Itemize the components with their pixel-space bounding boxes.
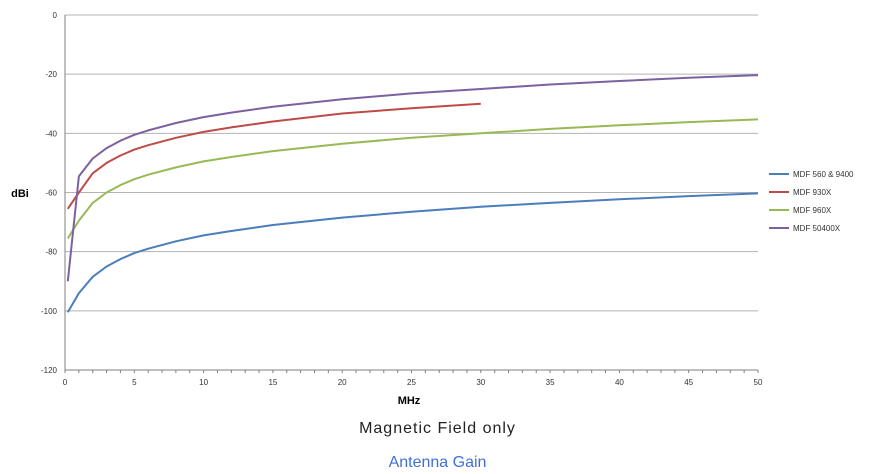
series-line-1 [66,102,481,210]
y-tick-label: -80 [45,248,57,257]
chart: 0 -20 -40 -60 -80 -100 -120 0 5 10 15 20 25 30 35 40 45 5… [11,11,854,407]
y-tick-label: -120 [41,366,58,375]
y-tick-label: -20 [45,70,57,79]
tick-labels: 0 -20 -40 -60 -80 -100 -120 0 5 10 15 20 25 30 35 40 45 5… [41,11,763,387]
x-tick-label: 45 [684,378,693,387]
axes [64,15,759,373]
caption-title: Magnetic Field only [359,420,516,437]
x-tick-label: 5 [132,378,137,387]
x-tick-label: 30 [476,378,485,387]
x-axis-title: MHz [398,395,421,407]
x-tick-label: 25 [407,378,416,387]
legend-label: MDF 50400X [793,224,841,233]
x-tick-label: 10 [199,378,208,387]
legend: MDF 560 & 9400 MDF 930X MDF 960X MDF 50400X [769,170,854,233]
x-tick-label: 50 [754,378,763,387]
y-tick-label: -60 [45,189,57,198]
series-line-0 [66,192,759,313]
y-axis-title: dBi [11,188,29,200]
y-tick-label: -40 [45,129,57,138]
legend-label: MDF 960X [793,206,832,215]
gridlines [65,14,758,371]
series-line-3 [66,74,759,282]
series-line-2 [66,118,759,239]
legend-label: MDF 560 & 9400 [793,170,854,179]
x-tick-label: 0 [63,378,68,387]
x-tick-label: 35 [546,378,555,387]
x-tick-label: 20 [338,378,347,387]
y-tick-label: 0 [53,11,58,20]
x-tick-label: 15 [268,378,277,387]
y-tick-label: -100 [41,307,58,316]
series-lines [66,74,759,313]
x-tick-label: 40 [615,378,624,387]
caption-subtitle: Antenna Gain [388,454,487,471]
legend-label: MDF 930X [793,188,832,197]
